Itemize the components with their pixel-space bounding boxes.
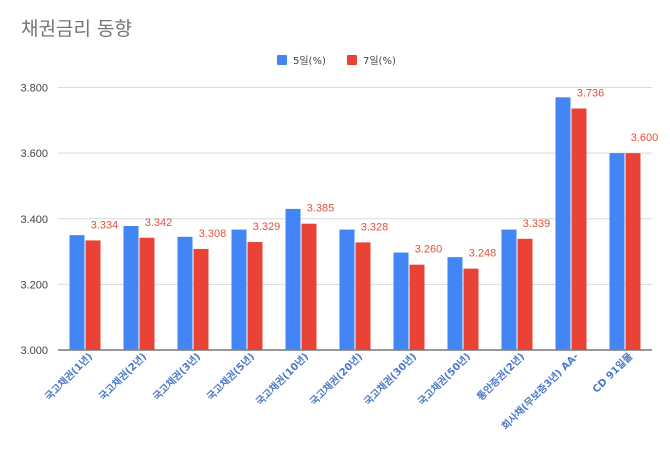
bar-series-1 [447, 257, 463, 350]
category-label: 국고채권(10년) [253, 350, 311, 408]
bar-series-2 [85, 240, 101, 350]
bar-series-1 [285, 208, 301, 350]
category-label: 국고채권(5년) [204, 350, 257, 403]
category-label: 국고채권(1년) [42, 350, 95, 403]
bar-series-1 [177, 236, 193, 350]
category-label: CD 91일물 [590, 350, 636, 396]
y-tick-label: 3.200 [20, 279, 48, 291]
bar-series-1 [555, 97, 571, 350]
legend-swatch [347, 55, 357, 65]
bar-series-2 [301, 223, 317, 350]
y-tick-label: 3.600 [20, 148, 48, 160]
bar-series-1 [393, 252, 409, 350]
bar-series-2 [409, 264, 425, 350]
legend-label: 7일(%) [363, 55, 396, 67]
bar-series-1 [123, 225, 139, 350]
category-label: 국고채권(30년) [361, 350, 419, 408]
bar-series-1 [69, 235, 85, 350]
data-label: 3.342 [145, 217, 173, 229]
bar-series-2 [625, 153, 641, 350]
data-label: 3.334 [91, 219, 119, 231]
bar-series-2 [571, 108, 587, 350]
bar-series-2 [463, 268, 479, 350]
data-label: 3.385 [307, 203, 335, 215]
y-tick-label: 3.400 [20, 214, 48, 226]
data-label: 3.308 [199, 228, 227, 240]
data-label: 3.600 [631, 132, 659, 144]
bar-series-2 [193, 248, 209, 350]
chart-title: 채권금리 동향 [21, 18, 132, 40]
category-label: 국고채권(2년) [96, 350, 149, 403]
bar-series-1 [339, 229, 355, 350]
bar-series-1 [231, 229, 247, 350]
y-tick-label: 3.800 [20, 83, 48, 95]
legend-swatch [277, 55, 287, 65]
bar-series-2 [517, 238, 533, 350]
y-tick-label: 3.000 [20, 345, 48, 357]
bar-series-1 [609, 153, 625, 350]
data-label: 3.329 [253, 221, 281, 233]
bar-series-2 [247, 242, 263, 350]
data-label: 3.339 [523, 218, 551, 230]
data-label: 3.248 [469, 248, 497, 260]
bar-series-1 [501, 229, 517, 350]
category-label: 국고채권(20년) [307, 350, 365, 408]
data-label: 3.736 [577, 88, 605, 100]
data-label: 3.328 [361, 221, 389, 233]
legend-label: 5일(%) [293, 55, 326, 67]
category-label: 국고채권(3년) [150, 350, 203, 403]
category-label: 통안증권(2년) [474, 350, 527, 403]
category-label: 국고채권(50년) [415, 350, 473, 408]
bar-series-2 [139, 237, 155, 350]
data-label: 3.260 [415, 244, 443, 256]
bar-series-2 [355, 242, 371, 350]
